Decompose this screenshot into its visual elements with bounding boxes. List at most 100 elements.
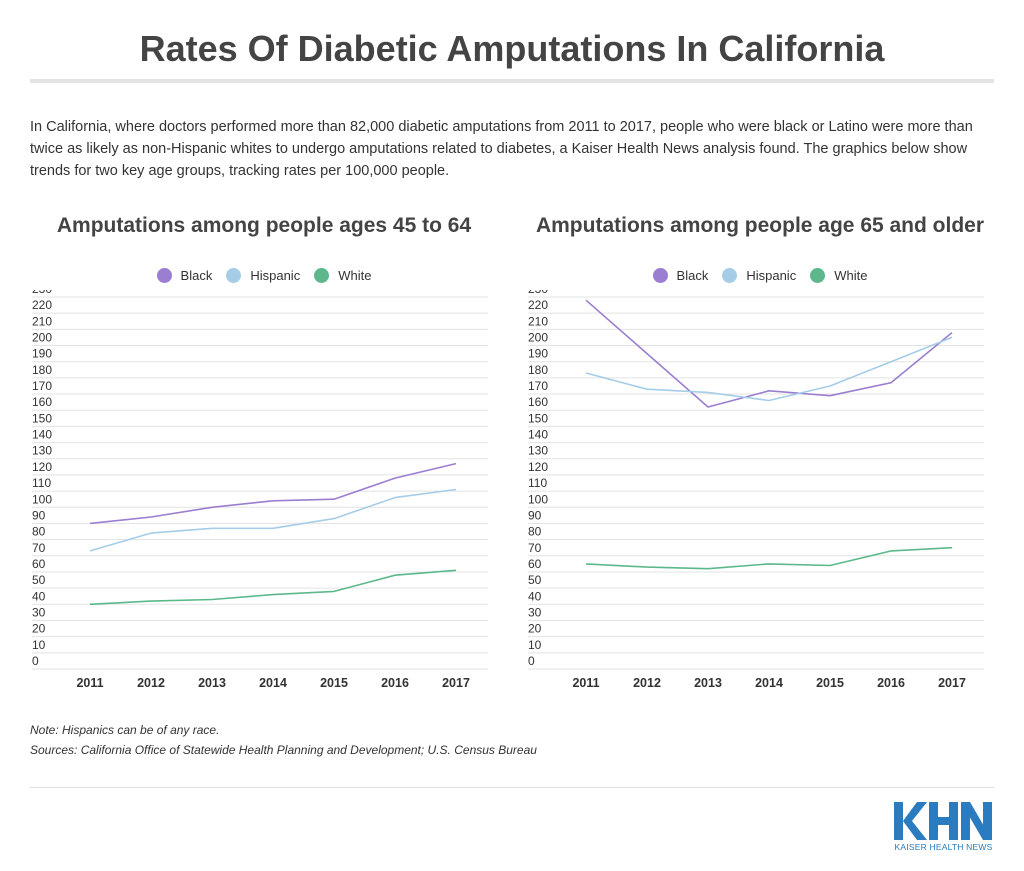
- y-tick-label: 140: [528, 428, 548, 442]
- khn-logo-subtitle: KAISER HEALTH NEWS: [894, 842, 993, 852]
- y-tick-label: 210: [528, 314, 548, 328]
- y-tick-label: 160: [528, 395, 548, 409]
- y-tick-label: 60: [528, 557, 542, 571]
- x-tick-label: 2013: [198, 676, 226, 690]
- legend-item-hispanic: Hispanic: [226, 268, 300, 283]
- y-tick-label: 220: [32, 298, 52, 312]
- x-tick-label: 2017: [938, 676, 966, 690]
- y-tick-label: 0: [528, 654, 535, 668]
- x-tick-label: 2011: [76, 676, 103, 690]
- y-tick-label: 180: [528, 363, 548, 377]
- intro-paragraph: In California, where doctors performed m…: [30, 119, 973, 179]
- y-tick-label: 20: [32, 622, 46, 636]
- y-tick-label: 230: [32, 290, 52, 296]
- legend-label-white: White: [338, 268, 372, 283]
- legend-item-black: Black: [652, 268, 709, 283]
- y-tick-label: 230: [528, 290, 548, 296]
- legend-marker-black: [156, 268, 172, 283]
- chart-plot-area: 0 10 20 30 40 50 60 70 80 90 100 110 120 130 140 150 160…: [528, 290, 984, 690]
- y-tick-label: 190: [528, 347, 548, 361]
- y-tick-label: 170: [528, 379, 548, 393]
- series-line-black: [585, 299, 953, 408]
- y-tick-label: 200: [32, 331, 52, 345]
- legend-label-hispanic: Hispanic: [746, 268, 797, 283]
- y-tick-label: 120: [528, 460, 548, 474]
- y-tick-label: 160: [32, 395, 52, 409]
- y-tick-label: 60: [32, 557, 46, 571]
- y-tick-label: 100: [528, 492, 548, 506]
- sources-note: Sources: California Office of Statewide …: [30, 743, 537, 757]
- legend-label-black: Black: [180, 268, 213, 283]
- legend-item-hispanic: Hispanic: [722, 268, 796, 283]
- legend-marker-hispanic: [722, 268, 738, 283]
- chart-title: Amputations among people ages 45 to 64: [56, 214, 472, 237]
- x-tick-label: 2016: [381, 676, 409, 690]
- race-note: Note: Hispanics can be of any race.: [30, 723, 220, 737]
- y-tick-label: 180: [32, 363, 52, 377]
- legend-item-black: Black: [156, 268, 213, 283]
- chart-ages-65-older: Amputations among people age 65 and olde…: [510, 210, 1010, 700]
- chart-legend: Black Hispanic White: [510, 268, 1010, 283]
- y-tick-label: 20: [528, 622, 542, 636]
- y-tick-label: 90: [32, 508, 46, 522]
- y-tick-label: 50: [528, 573, 542, 587]
- y-tick-label: 10: [528, 638, 542, 652]
- x-tick-label: 2014: [259, 676, 287, 690]
- y-tick-label: 40: [528, 589, 542, 603]
- y-tick-label: 120: [32, 460, 52, 474]
- legend-marker-white: [314, 268, 330, 283]
- y-tick-label: 30: [32, 605, 46, 619]
- y-tick-label: 170: [32, 379, 52, 393]
- series-line-white: [585, 546, 953, 570]
- y-tick-label: 130: [528, 444, 548, 458]
- y-tick-label: 0: [32, 654, 39, 668]
- legend-label-hispanic: Hispanic: [250, 268, 301, 283]
- y-tick-label: 10: [32, 638, 46, 652]
- x-tick-label: 2017: [442, 676, 470, 690]
- y-tick-label: 150: [32, 411, 52, 425]
- footer-divider: [30, 787, 994, 788]
- y-tick-label: 90: [528, 508, 542, 522]
- chart-ages-45-64: Amputations among people ages 45 to 64 B…: [14, 210, 514, 700]
- y-tick-label: 140: [32, 428, 52, 442]
- khn-logo: KAISER HEALTH NEWS: [893, 800, 994, 855]
- y-tick-label: 70: [32, 541, 46, 555]
- y-tick-label: 130: [32, 444, 52, 458]
- series-line-black: [89, 462, 457, 525]
- series-line-hispanic: [585, 336, 953, 402]
- y-tick-label: 30: [528, 605, 542, 619]
- legend-marker-black: [652, 268, 668, 283]
- y-tick-label: 220: [528, 298, 548, 312]
- y-tick-label: 110: [32, 476, 51, 490]
- chart-legend: Black Hispanic White: [14, 268, 514, 283]
- y-tick-label: 190: [32, 347, 52, 361]
- y-tick-label: 210: [32, 314, 52, 328]
- y-tick-label: 150: [528, 411, 548, 425]
- title-divider: [30, 79, 994, 83]
- x-tick-label: 2016: [877, 676, 905, 690]
- y-tick-label: 80: [528, 525, 542, 539]
- legend-marker-hispanic: [226, 268, 242, 283]
- chart-plot-area: 0 10 20 30 40 50 60 70 80 90 100 110 120 130 140 150 160…: [32, 290, 488, 690]
- x-tick-label: 2012: [633, 676, 661, 690]
- legend-label-white: White: [834, 268, 868, 283]
- y-tick-label: 70: [528, 541, 542, 555]
- chart-notes: Note: Hispanics can be of any race. Sour…: [30, 720, 537, 760]
- x-tick-label: 2015: [320, 676, 348, 690]
- legend-item-white: White: [810, 268, 867, 283]
- y-tick-label: 80: [32, 525, 46, 539]
- legend-label-black: Black: [676, 268, 709, 283]
- legend-item-white: White: [314, 268, 371, 283]
- series-line-white: [89, 569, 457, 606]
- khn-logo-mark: [894, 802, 992, 840]
- x-tick-label: 2014: [755, 676, 783, 690]
- y-tick-label: 100: [32, 492, 52, 506]
- y-tick-label: 40: [32, 589, 46, 603]
- page-title: Rates Of Diabetic Amputations In Califor…: [139, 28, 885, 69]
- x-tick-label: 2011: [572, 676, 599, 690]
- legend-marker-white: [810, 268, 826, 283]
- x-tick-label: 2013: [694, 676, 722, 690]
- y-tick-label: 200: [528, 331, 548, 345]
- y-tick-label: 110: [528, 476, 547, 490]
- x-tick-label: 2012: [137, 676, 165, 690]
